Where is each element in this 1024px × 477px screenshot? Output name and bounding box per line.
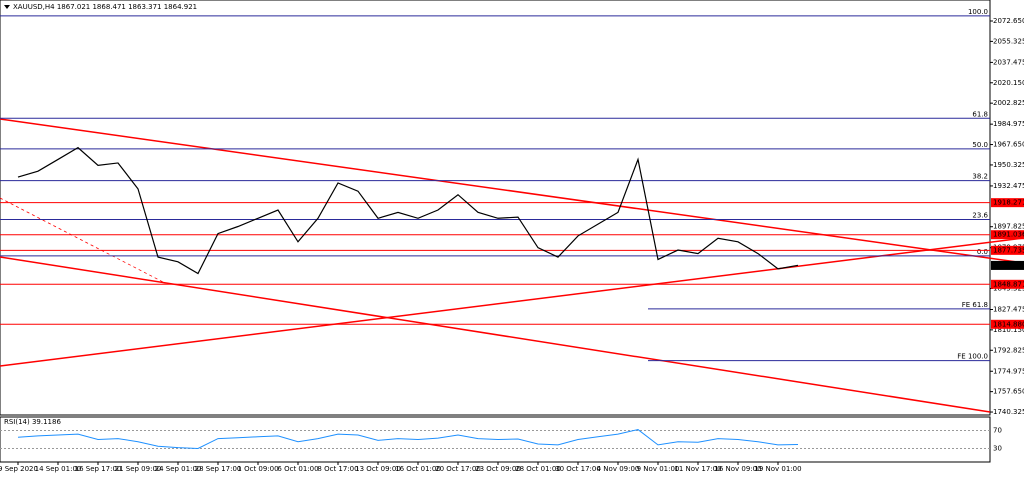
rsi-title: RSI(14) 39.1186: [4, 418, 61, 426]
y-tick-label: 1984.975: [993, 120, 1024, 128]
level-label: 1864.921: [993, 261, 1024, 269]
chart-title: XAUUSD,H4 1867.021 1868.471 1863.371 186…: [13, 3, 197, 11]
rsi-line: [17, 429, 799, 450]
x-tick-label: 4 Nov 09:00: [597, 465, 640, 473]
level-label: 1877.735: [993, 246, 1024, 254]
x-tick-label: 9 Sep 2020: [0, 465, 38, 473]
y-tick-label: 1827.475: [993, 305, 1024, 313]
y-tick-label: 1950.325: [993, 161, 1024, 169]
trendline: [0, 256, 991, 413]
y-tick-label: 1932.475: [993, 182, 1024, 190]
y-tick-label: 1740.325: [993, 408, 1024, 416]
x-tick-label: 16 Sep 17:00: [75, 465, 122, 473]
x-tick-label: 11 Nov 17:00: [674, 465, 721, 473]
y-tick-label: 1792.825: [993, 346, 1024, 354]
y-tick-label: 2020.150: [993, 79, 1024, 87]
x-tick-label: 1 Oct 09:00: [237, 465, 278, 473]
x-tick-label: 23 Oct 09:00: [475, 465, 521, 473]
rsi-tick-label: 70: [993, 427, 1002, 435]
trendline: [0, 237, 1024, 367]
y-tick-label: 1757.650: [993, 388, 1024, 396]
y-tick-label: 2002.825: [993, 99, 1024, 107]
price-line: [17, 146, 799, 275]
fib-label: 23.6: [972, 211, 988, 219]
fib-label: 0.0: [977, 248, 988, 256]
x-tick-label: 21 Sep 09:00: [115, 465, 162, 473]
price-panel: [0, 0, 991, 416]
y-tick-label: 1897.825: [993, 223, 1024, 231]
y-tick-label: 2055.325: [993, 37, 1024, 45]
trendline: [0, 118, 1024, 264]
x-tick-label: 28 Oct 01:00: [515, 465, 561, 473]
y-tick-label: 1810.150: [993, 326, 1024, 334]
fib-label: 50.0: [972, 141, 988, 149]
level-tag: [991, 198, 1024, 208]
x-tick-label: 28 Sep 17:00: [195, 465, 242, 473]
level-tag: [991, 279, 1024, 289]
x-tick-label: 24 Sep 01:00: [155, 465, 202, 473]
fib-label: 61.8: [972, 110, 988, 118]
fib-label: 38.2: [972, 173, 988, 181]
y-tick-label: 1774.975: [993, 367, 1024, 375]
x-tick-label: 19 Nov 01:00: [754, 465, 801, 473]
level-tag: [991, 230, 1024, 240]
y-tick-label: 1967.650: [993, 141, 1024, 149]
fib-label: 100.0: [968, 8, 988, 16]
x-tick-label: 16 Oct 01:00: [395, 465, 441, 473]
x-tick-label: 14 Sep 01:00: [35, 465, 82, 473]
fib-guide: [0, 197, 166, 284]
rsi-tick-label: 30: [993, 445, 1002, 453]
fe-label: FE 100.0: [957, 353, 988, 361]
x-tick-label: 8 Oct 17:00: [317, 465, 358, 473]
y-tick-label: 2037.475: [993, 58, 1024, 66]
fe-label: FE 61.8: [962, 301, 988, 309]
x-tick-label: 30 Oct 17:00: [555, 465, 601, 473]
x-tick-label: 13 Oct 09:00: [355, 465, 401, 473]
level-tag: [991, 319, 1024, 329]
level-label: 1814.880: [993, 320, 1024, 328]
level-tag: [991, 245, 1024, 255]
level-label: 1918.271: [993, 199, 1024, 207]
x-tick-label: 9 Nov 01:00: [637, 465, 680, 473]
level-label: 1891.036: [993, 231, 1024, 239]
level-label: 1848.871: [993, 280, 1024, 288]
x-tick-label: 16 Nov 09:00: [714, 465, 761, 473]
x-tick-label: 20 Oct 17:00: [435, 465, 481, 473]
menu-arrow: [4, 5, 10, 9]
x-tick-label: 6 Oct 01:00: [277, 465, 318, 473]
y-tick-label: 2072.650: [993, 17, 1024, 25]
level-tag: [991, 260, 1024, 270]
